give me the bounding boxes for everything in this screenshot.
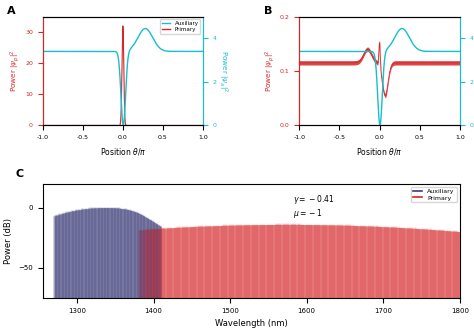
Y-axis label: Power (dB): Power (dB)	[4, 218, 13, 264]
Y-axis label: Power $|\psi_p|^2$: Power $|\psi_p|^2$	[9, 50, 22, 92]
Y-axis label: Power $|\psi_a|^2$: Power $|\psi_a|^2$	[473, 50, 474, 92]
Y-axis label: Power $|\psi_p|^2$: Power $|\psi_p|^2$	[263, 50, 277, 92]
Legend: Auxiliary, Primary: Auxiliary, Primary	[411, 187, 456, 202]
Text: $\gamma=-0.41$
$\mu=-1$: $\gamma=-0.41$ $\mu=-1$	[293, 193, 334, 220]
Text: A: A	[8, 6, 16, 16]
Legend: Auxiliary, Primary: Auxiliary, Primary	[160, 19, 201, 34]
Y-axis label: Power $|\psi_a|^2$: Power $|\psi_a|^2$	[216, 50, 229, 92]
X-axis label: Wavelength (nm): Wavelength (nm)	[215, 319, 288, 328]
Text: B: B	[264, 6, 273, 16]
X-axis label: Position $\theta/\pi$: Position $\theta/\pi$	[356, 146, 403, 157]
Text: C: C	[16, 169, 24, 179]
X-axis label: Position $\theta/\pi$: Position $\theta/\pi$	[100, 146, 146, 157]
